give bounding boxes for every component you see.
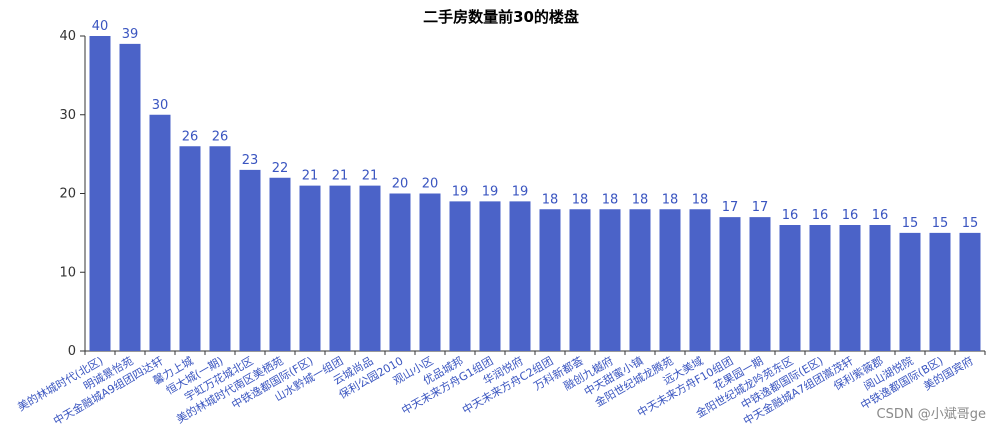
bar[interactable] <box>239 169 261 351</box>
data-label: 16 <box>842 208 859 223</box>
data-label: 18 <box>632 192 649 207</box>
x-tick-labels: 美的林城时代(北区)明诚景怡苑中天金融城A9组团四达轩馨力上城恒大城(一期)宇虹… <box>15 353 976 427</box>
bar[interactable] <box>119 43 141 351</box>
data-label: 21 <box>362 169 379 184</box>
data-label: 22 <box>272 161 289 176</box>
data-label: 17 <box>722 200 739 215</box>
data-label: 15 <box>932 216 949 231</box>
data-label: 15 <box>962 216 979 231</box>
bar[interactable] <box>929 232 951 351</box>
data-label: 19 <box>512 184 529 199</box>
bar[interactable] <box>779 225 801 351</box>
bar[interactable] <box>869 225 891 351</box>
y-tick-label: 40 <box>59 29 76 44</box>
data-label: 16 <box>872 208 889 223</box>
data-label: 19 <box>482 184 499 199</box>
bar[interactable] <box>479 201 501 351</box>
bar[interactable] <box>659 209 681 351</box>
chart-title: 二手房数量前30的楼盘 <box>423 8 579 26</box>
data-label: 18 <box>602 192 619 207</box>
bar[interactable] <box>629 209 651 351</box>
bar[interactable] <box>899 232 921 351</box>
y-tick-label: 0 <box>68 344 76 359</box>
bar[interactable] <box>149 114 171 351</box>
bar[interactable] <box>539 209 561 351</box>
bar[interactable] <box>719 217 741 351</box>
data-label: 17 <box>752 200 769 215</box>
data-label: 15 <box>902 216 919 231</box>
bar[interactable] <box>89 36 111 351</box>
bar[interactable] <box>599 209 621 351</box>
data-label: 18 <box>692 192 709 207</box>
bar[interactable] <box>389 193 411 352</box>
data-labels: 40 39 30 26 26 23 22 21 21 21 20 20 19 19 19 18 18 18 18 18… <box>92 19 979 231</box>
data-label: 20 <box>422 177 439 192</box>
bar[interactable] <box>269 177 291 351</box>
bar[interactable] <box>809 225 831 351</box>
axes: 0 10 20 30 40 <box>59 29 986 359</box>
bar[interactable] <box>179 146 201 351</box>
x-tick-label: 中天金融城A9组团四达轩 <box>51 353 166 427</box>
bar[interactable] <box>209 146 231 351</box>
y-tick-label: 30 <box>59 108 76 123</box>
data-label: 21 <box>302 169 319 184</box>
data-label: 16 <box>812 208 829 223</box>
data-label: 40 <box>92 19 109 34</box>
bar[interactable] <box>569 209 591 351</box>
data-label: 19 <box>452 184 469 199</box>
data-label: 20 <box>392 177 409 192</box>
y-tick-label: 10 <box>59 265 76 280</box>
bars <box>89 36 981 352</box>
data-label: 16 <box>782 208 799 223</box>
data-label: 30 <box>152 98 169 113</box>
bar[interactable] <box>689 209 711 351</box>
data-label: 26 <box>182 129 199 144</box>
data-label: 18 <box>662 192 679 207</box>
watermark: CSDN @小斌哥ge <box>876 407 986 422</box>
bar[interactable] <box>449 201 471 351</box>
data-label: 39 <box>122 27 139 42</box>
bar[interactable] <box>419 193 441 352</box>
bar[interactable] <box>839 225 861 351</box>
bar[interactable] <box>299 185 321 351</box>
bar[interactable] <box>749 217 771 351</box>
bar[interactable] <box>329 185 351 351</box>
y-tick-label: 20 <box>59 187 76 202</box>
data-label: 18 <box>542 192 559 207</box>
data-label: 18 <box>572 192 589 207</box>
data-label: 23 <box>242 153 259 168</box>
data-label: 21 <box>332 169 349 184</box>
bar[interactable] <box>359 185 381 351</box>
data-label: 26 <box>212 129 229 144</box>
bar[interactable] <box>509 201 531 351</box>
bar[interactable] <box>959 232 981 351</box>
